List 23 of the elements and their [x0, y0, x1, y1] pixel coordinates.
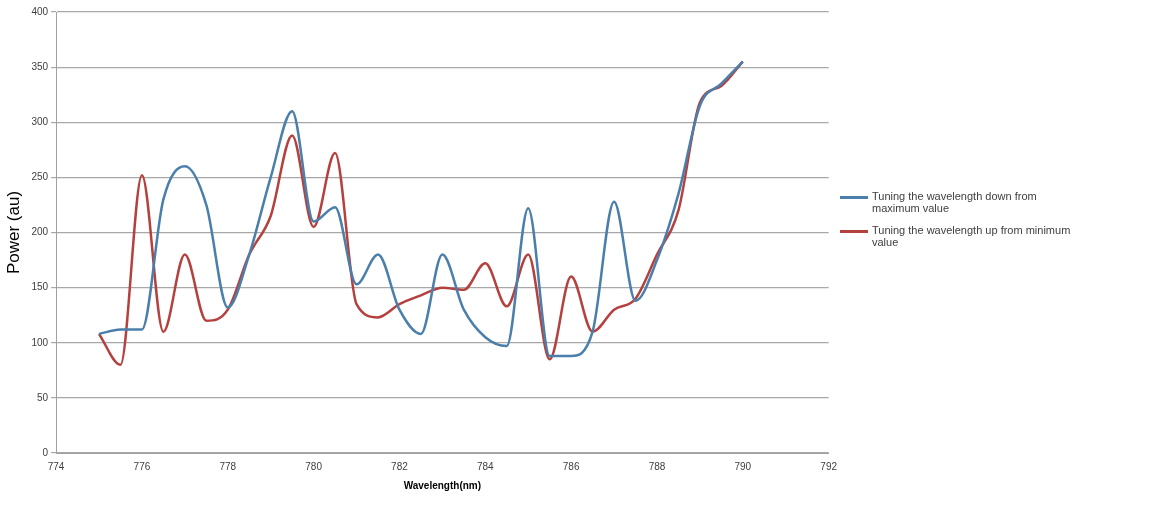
y-tick-label: 0: [42, 446, 49, 458]
y-tick-label: 150: [31, 281, 49, 293]
y-tick-label: 350: [31, 60, 49, 72]
x-tick-label: 778: [219, 460, 237, 472]
y-tick-label: 50: [36, 391, 49, 403]
y-tick-label: 300: [31, 116, 49, 127]
x-tick-label: 774: [47, 460, 65, 472]
x-tick-label: 784: [476, 460, 495, 472]
x-axis-title: Wavelength(nm): [403, 479, 482, 491]
x-tick-label: 790: [734, 460, 752, 472]
x-tick-label: 786: [562, 460, 580, 472]
x-tick-label: 776: [133, 460, 151, 472]
y-tick-label: 250: [31, 171, 49, 183]
x-tick-label: 780: [305, 460, 323, 472]
legend-label: Tuning the wavelength up from minimum value: [872, 224, 1072, 248]
legend-label: Tuning the wavelength down from maximum value: [872, 190, 1038, 214]
y-tick-label: 100: [31, 336, 49, 348]
x-tick-label: 792: [820, 460, 838, 472]
y-axis-title: Power (au): [3, 190, 23, 275]
y-tick-label: 200: [31, 226, 49, 238]
x-tick-label: 782: [391, 460, 409, 472]
x-tick-label: 788: [648, 460, 666, 472]
y-tick-label: 400: [31, 5, 49, 17]
